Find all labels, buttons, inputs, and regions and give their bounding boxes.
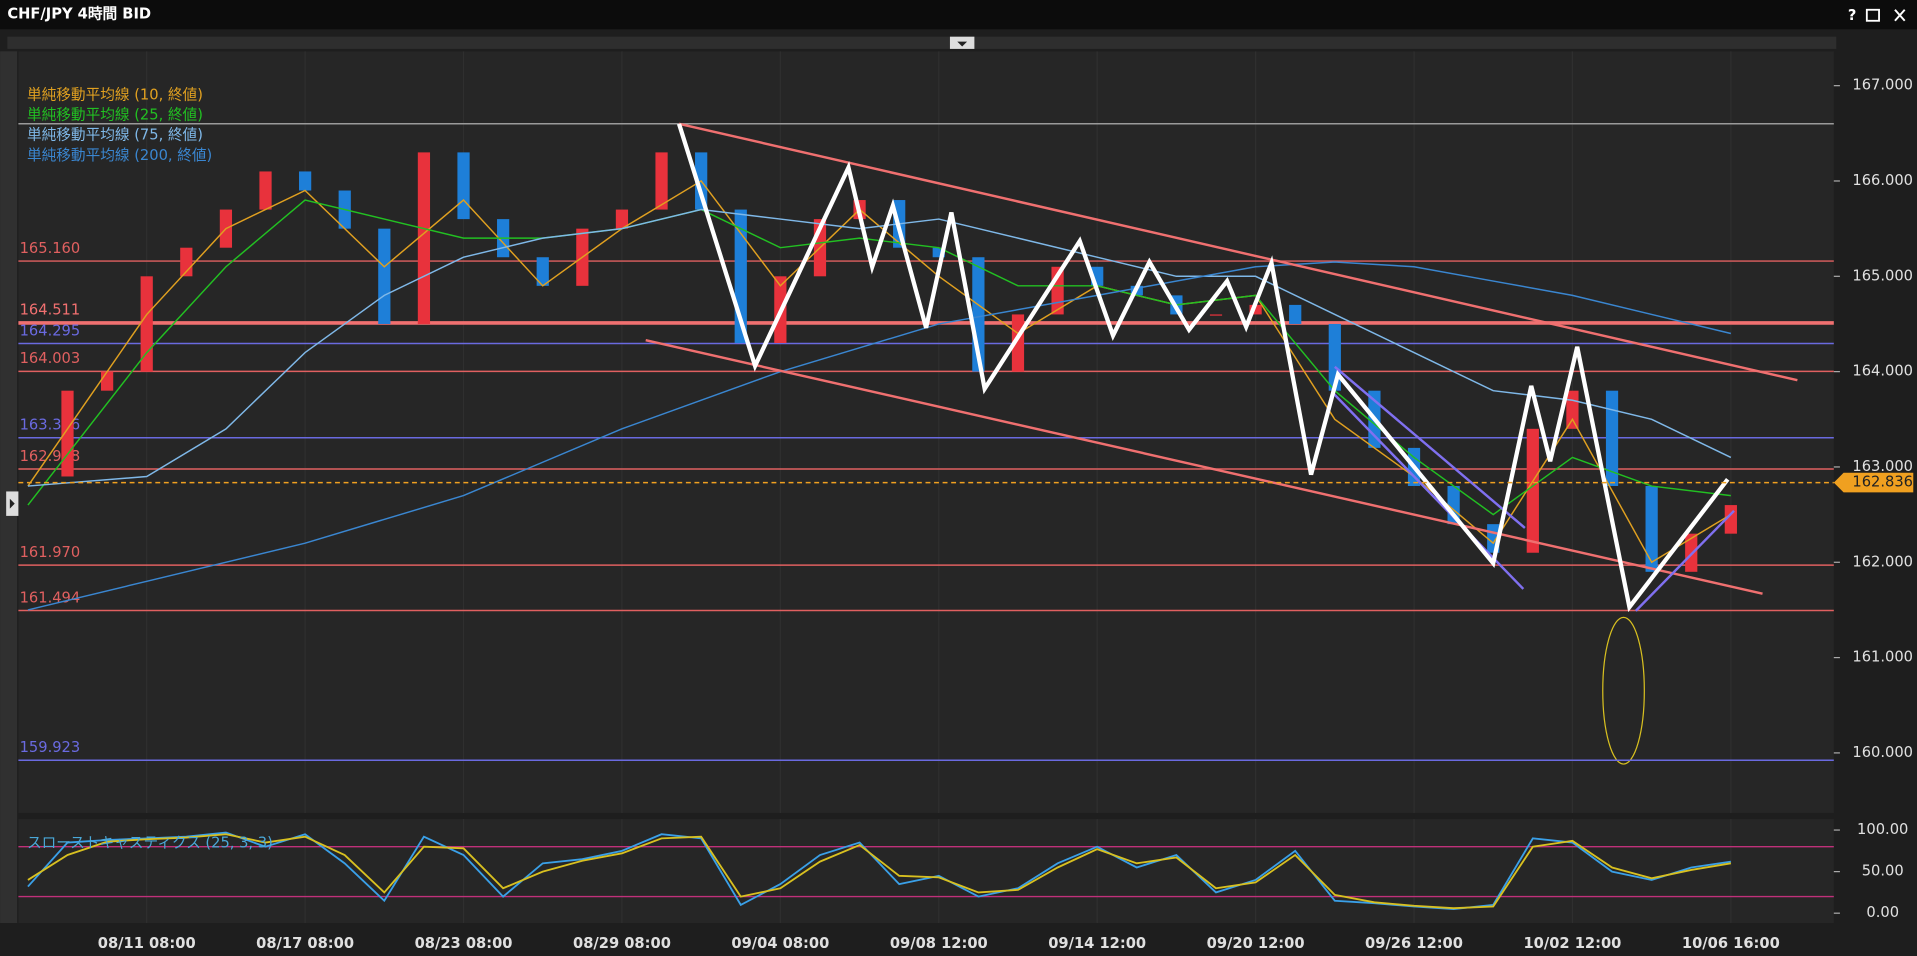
y-tick-label: 164.000 <box>1852 363 1913 380</box>
price-level-label: 164.003 <box>20 350 81 367</box>
x-tick-label: 09/08 12:00 <box>890 935 988 952</box>
candle <box>932 247 945 258</box>
candle <box>100 371 114 391</box>
candle <box>655 152 668 210</box>
y-tick-label: 0.00 <box>1866 904 1899 921</box>
x-tick-label: 09/04 08:00 <box>731 935 829 952</box>
title-bar <box>0 0 1917 30</box>
window-title: CHF/JPY 4時間 BID <box>7 5 151 23</box>
x-tick-label: 09/14 12:00 <box>1048 935 1146 952</box>
moving-average <box>27 199 1731 516</box>
y-tick-label: 100.00 <box>1857 821 1908 838</box>
current-price-tag <box>1833 472 1914 493</box>
candle <box>417 152 431 324</box>
current-price-label: 162.836 <box>1852 474 1913 491</box>
candle <box>457 152 470 220</box>
y-tick-label: 161.000 <box>1852 649 1913 666</box>
close-button[interactable] <box>1894 9 1906 22</box>
toolbar-strip <box>7 36 1837 49</box>
y-tick-label: 50.00 <box>1862 863 1904 880</box>
price-level-label: 165.160 <box>20 240 81 257</box>
candle <box>1526 428 1539 553</box>
legend-entry: 単純移動平均線 (75, 終値) <box>27 127 203 144</box>
candle <box>1605 390 1619 487</box>
pattern-line <box>676 123 1730 613</box>
x-tick-label: 09/26 12:00 <box>1365 935 1463 952</box>
candle <box>259 171 272 210</box>
x-tick-label: 09/20 12:00 <box>1207 935 1305 952</box>
candle <box>378 228 391 324</box>
price-level-label: 161.494 <box>20 589 81 606</box>
collapse-arrow <box>957 41 968 47</box>
price-level-label: 164.511 <box>20 302 81 319</box>
legend-entry: 単純移動平均線 (200, 終値) <box>27 147 212 164</box>
trend-line <box>645 338 1763 595</box>
y-tick-label: 160.000 <box>1852 744 1913 761</box>
candle <box>140 276 153 372</box>
candle <box>1566 390 1579 429</box>
candle <box>61 390 74 477</box>
side-toggle-arrow <box>9 498 15 509</box>
stochastic-panel <box>18 819 1834 923</box>
y-tick-label: 167.000 <box>1852 77 1913 94</box>
highlight-ellipse <box>1602 616 1645 765</box>
y-tick-label: 163.000 <box>1852 458 1913 475</box>
trend-line <box>1634 509 1735 612</box>
candle <box>1289 304 1302 324</box>
candle <box>1645 486 1658 572</box>
candle <box>536 257 549 286</box>
legend-entry: 単純移動平均線 (25, 終値) <box>27 107 203 124</box>
x-tick-label: 08/11 08:00 <box>98 935 196 952</box>
x-tick-label: 08/29 08:00 <box>573 935 671 952</box>
stochastic-title: スローストキャスティクス (25, 3, 3) <box>27 835 273 852</box>
candle <box>299 171 312 191</box>
candle <box>1209 314 1223 316</box>
y-tick-label: 166.000 <box>1852 172 1913 189</box>
maximize-button[interactable] <box>1865 8 1880 22</box>
x-tick-label: 08/17 08:00 <box>256 935 354 952</box>
legend-entry: 単純移動平均線 (10, 終値) <box>27 86 203 103</box>
price-level-label: 161.970 <box>20 544 81 561</box>
plot-layer: 08/11 08:00 08/17 08:00 08/23 08:00 08/29 0… <box>18 51 1914 952</box>
y-tick-label: 162.000 <box>1852 553 1913 570</box>
candle <box>1249 304 1262 315</box>
trend-line <box>1334 365 1526 529</box>
price-level-label: 159.923 <box>20 739 81 756</box>
trend-line <box>1330 390 1525 590</box>
y-tick-label: 165.000 <box>1852 267 1913 284</box>
price-panel <box>18 51 1834 813</box>
x-tick-label: 10/06 16:00 <box>1682 935 1780 952</box>
stochastic-line <box>27 833 1732 910</box>
trend-line <box>678 122 1798 382</box>
x-tick-label: 10/02 12:00 <box>1523 935 1621 952</box>
candle <box>615 209 629 229</box>
help-button[interactable]: ? <box>1848 7 1857 24</box>
x-tick-label: 08/23 08:00 <box>415 935 513 952</box>
price-level-label: 164.295 <box>20 322 81 339</box>
side-bar <box>0 51 18 923</box>
